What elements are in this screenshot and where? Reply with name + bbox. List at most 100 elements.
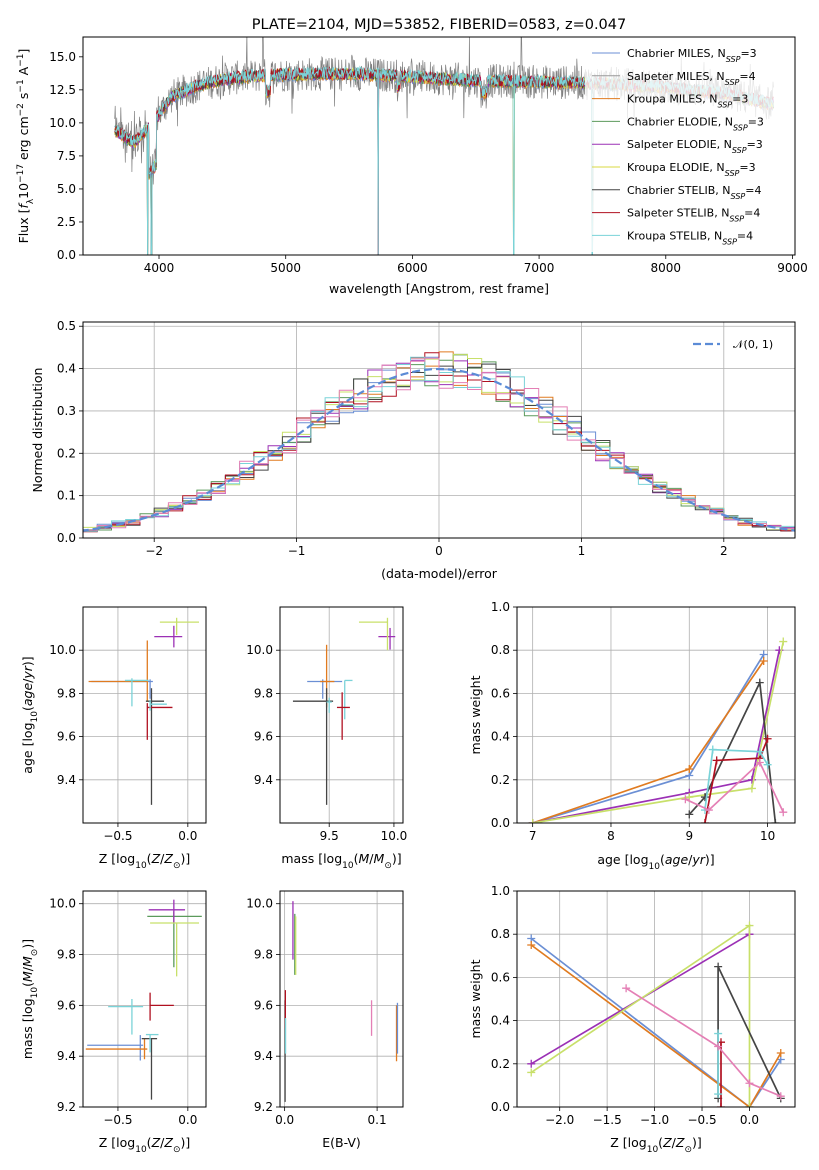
y-tick-label: 9.4 <box>254 1049 273 1063</box>
x-tick-label: −0.5 <box>687 1113 716 1127</box>
plot-area <box>292 617 396 805</box>
y-tick-label: 0.6 <box>491 970 510 984</box>
axes-frame <box>279 890 404 1108</box>
legend-label: 𝒩(0, 1) <box>733 338 773 351</box>
y-tick-label: 0.2 <box>57 446 76 460</box>
weight-marker <box>745 1079 754 1088</box>
x-tick-label: 6000 <box>397 261 428 275</box>
weight-marker <box>708 745 717 754</box>
y-tick-label: 10.0 <box>49 643 76 657</box>
weight-marker <box>685 765 694 773</box>
weight-marker <box>771 819 780 823</box>
y-tick-label: 0.5 <box>57 319 76 333</box>
x-tick-label: 9.5 <box>320 829 339 843</box>
weight-series <box>685 761 785 813</box>
age-vs-metallicity-panel: −0.5 0.0 9.4 9.6 9.8 10.0 Z [log10(Z/Z⊙)] age [… <box>20 606 207 871</box>
legend-label: Kroupa STELIB, NSSP=4 <box>627 229 753 246</box>
x-tick-label: 0.0 <box>178 829 197 843</box>
x-axis-label: Z [log10(Z/Z⊙)] <box>99 851 191 871</box>
y-axis-label: age [log10(age/yr)] <box>20 656 40 773</box>
weight-series <box>532 650 781 823</box>
weight-marker <box>763 760 772 769</box>
weight-marker <box>714 1042 723 1051</box>
weight-marker <box>755 747 764 756</box>
weight-marker <box>681 795 690 804</box>
y-axis-label: Normed distribution <box>30 368 45 493</box>
weight-series <box>532 660 765 823</box>
weight-marker <box>700 819 709 823</box>
legend-label: Salpeter MILES, NSSP=4 <box>627 70 756 87</box>
y-tick-label: 9.6 <box>57 998 76 1012</box>
spectrum-panel: Chabrier MILES, NSSP=3 Salpeter MILES, NS… <box>16 36 808 296</box>
weight-series <box>530 937 782 1107</box>
x-tick-label: 1 <box>578 544 586 558</box>
y-tick-label: 2.5 <box>57 215 76 229</box>
weight-marker <box>747 784 756 793</box>
weight-marker <box>527 1059 536 1068</box>
y-tick-label: 0.3 <box>57 404 76 418</box>
axes-frame <box>82 36 796 256</box>
y-tick-label: 0.2 <box>491 773 510 787</box>
figure-title: PLATE=2104, MJD=53852, FIBERID=0583, z=0… <box>252 17 626 33</box>
y-tick-label: 1.0 <box>491 600 510 614</box>
weight-marker <box>714 962 723 971</box>
y-tick-label: 9.8 <box>254 948 273 962</box>
weight-marker <box>716 1103 725 1107</box>
weight-marker <box>700 793 709 802</box>
x-tick-label: 0.0 <box>178 1113 197 1127</box>
mass-vs-metallicity-panel: −0.5 0.0 9.2 9.4 9.6 9.8 10.0 Z [log10(Z/Z⊙)] ma… <box>20 890 207 1155</box>
weight-marker <box>759 657 768 665</box>
axes-frame <box>82 890 207 1108</box>
y-axis-label: mass weight <box>468 959 483 1038</box>
axes-frame <box>279 606 404 824</box>
y-tick-label: 9.2 <box>254 1100 273 1114</box>
weight-marker <box>527 1068 536 1077</box>
y-tick-label: 9.4 <box>57 1049 76 1063</box>
weight-marker <box>622 984 631 993</box>
x-tick-label: 8000 <box>651 261 682 275</box>
y-tick-label: 0.1 <box>57 489 76 503</box>
legend-label: Chabrier ELODIE, NSSP=3 <box>627 115 764 131</box>
y-tick-label: 10.0 <box>246 643 273 657</box>
legend-label: Salpeter STELIB, NSSP=4 <box>627 207 760 224</box>
weight-marker <box>527 941 536 949</box>
x-axis-label: Z [log10(Z/Z⊙)] <box>610 1135 702 1155</box>
x-tick-label: −2 <box>145 544 163 558</box>
y-tick-label: 0.6 <box>491 686 510 700</box>
plot-area <box>88 617 200 805</box>
x-tick-label: 7 <box>529 829 537 843</box>
x-tick-label: 0 <box>435 544 443 558</box>
weight-series <box>625 987 782 1097</box>
weight-marker <box>745 921 754 930</box>
x-tick-label: 0.0 <box>740 1113 759 1127</box>
weight-marker <box>755 758 764 767</box>
y-tick-label: 9.2 <box>57 1100 76 1114</box>
y-tick-label: 9.8 <box>254 686 273 700</box>
y-tick-label: 0.0 <box>491 816 510 830</box>
y-tick-label: 0.2 <box>491 1057 510 1071</box>
axes-frame <box>82 606 207 824</box>
plot-area <box>527 921 785 1107</box>
weight-marker <box>779 808 788 817</box>
weight-marker <box>755 678 764 687</box>
x-tick-label: 7000 <box>524 261 555 275</box>
y-tick-label: 0.4 <box>491 1014 510 1028</box>
x-axis-label: E(B-V) <box>322 1135 361 1150</box>
legend-label: Chabrier MILES, NSSP=3 <box>627 47 757 64</box>
weight-marker <box>712 756 721 765</box>
axes-frame <box>516 890 796 1108</box>
legend-box <box>585 42 791 252</box>
y-tick-label: 15.0 <box>49 50 76 64</box>
x-tick-label: 9000 <box>777 261 808 275</box>
y-tick-label: 0.0 <box>57 531 76 545</box>
weight-series <box>532 654 765 823</box>
x-tick-label: −2.0 <box>545 1113 574 1127</box>
y-tick-label: 9.6 <box>254 998 273 1012</box>
x-tick-label: −0.5 <box>103 1113 132 1127</box>
y-tick-label: 0.0 <box>57 248 76 262</box>
weight-marker <box>763 734 772 743</box>
y-axis-label: mass [log10(M/M⊙)] <box>20 939 40 1059</box>
mass-vs-reddening-panel: 0.0 0.1 9.2 9.4 9.6 9.8 10.0 E(B-V) <box>246 890 404 1150</box>
x-axis-label: wavelength [Angstrom, rest frame] <box>329 281 549 296</box>
x-tick-label: 0.0 <box>275 1113 294 1127</box>
